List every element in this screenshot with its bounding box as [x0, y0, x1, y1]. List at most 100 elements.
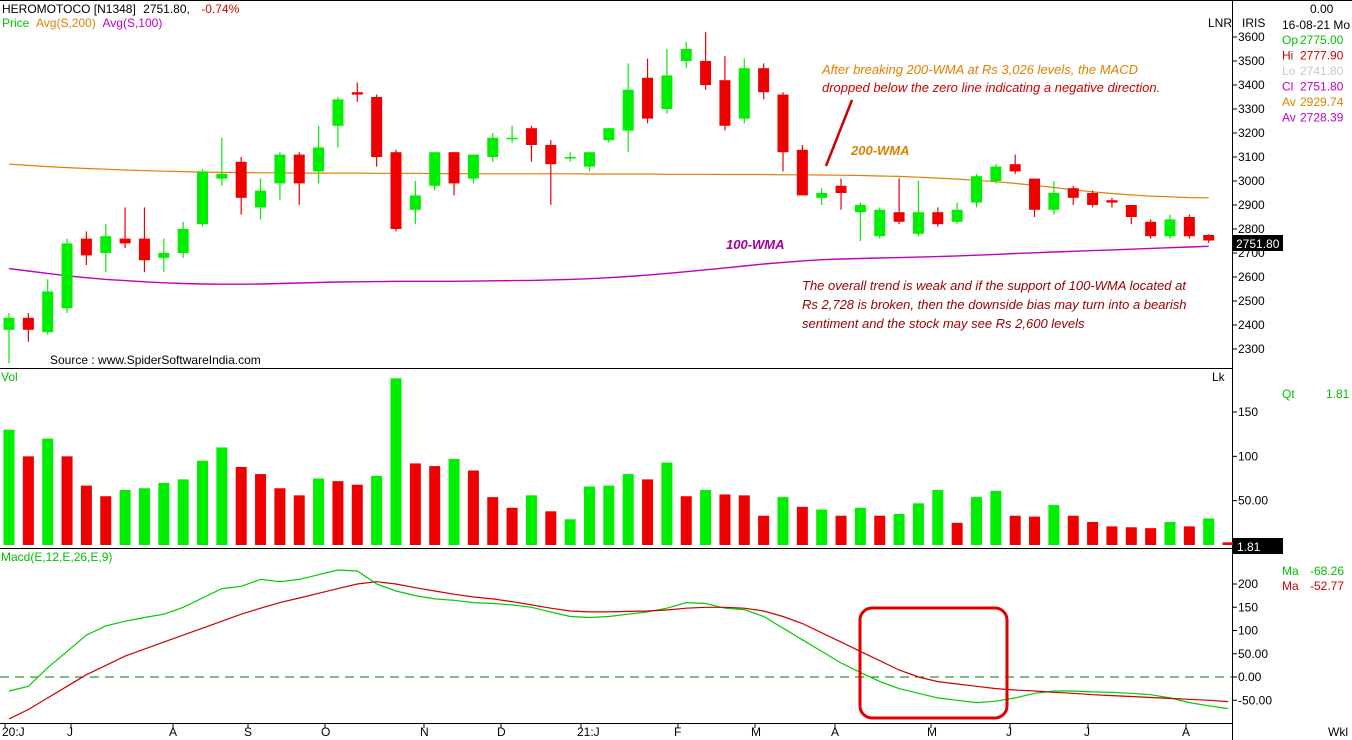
volume-bar — [274, 488, 286, 545]
candle-body — [738, 68, 750, 119]
ohlc-value: 2751.80 — [1300, 80, 1344, 94]
volume-bar — [42, 438, 54, 545]
candle-body — [3, 317, 15, 330]
candle-body — [603, 128, 615, 141]
volume-bar — [1164, 521, 1176, 545]
price-tick-label: 3300 — [1238, 102, 1265, 116]
price-tick-label: 2500 — [1238, 294, 1265, 308]
volume-bar — [545, 511, 557, 545]
ohlc-value: 2728.39 — [1300, 111, 1344, 125]
symbol-title: HEROMOTOCO [N1348] 2751.80, -0.74% — [2, 2, 240, 16]
volume-bar — [912, 503, 924, 545]
macd-tick-label: 100 — [1238, 624, 1258, 638]
price-tick-label: 2900 — [1238, 198, 1265, 212]
candle-body — [61, 243, 73, 309]
macd-tick-label: 150 — [1238, 600, 1258, 614]
volume-bar — [584, 486, 595, 545]
volume-bar — [429, 466, 441, 545]
volume-bar — [700, 490, 712, 545]
candle-body — [100, 236, 112, 253]
time-tick-label: S — [244, 725, 252, 739]
candle-body — [835, 185, 847, 193]
volume-bar — [1125, 527, 1137, 545]
volume-bar — [158, 482, 170, 545]
signal-ma-value: -52.77 — [1310, 579, 1344, 593]
macd-tick-label: -50.00 — [1238, 693, 1272, 707]
macd-tick-label: 200 — [1238, 577, 1258, 591]
price-axis: 3600350034003300320031003000290028002700… — [1232, 30, 1265, 356]
volume-bar — [1106, 526, 1118, 545]
candle-body — [351, 92, 363, 95]
candle-body — [177, 229, 189, 253]
macd-tick-label: 0.00 — [1238, 670, 1262, 684]
annotation-arrow — [824, 99, 854, 167]
candle-body — [680, 49, 692, 61]
candle-body — [1048, 193, 1060, 210]
candle-body — [197, 171, 208, 225]
macd-tick-label: 50.00 — [1238, 647, 1268, 661]
price-tick-label: 2400 — [1238, 318, 1265, 332]
candle-body — [545, 145, 557, 165]
time-tick-label: M — [927, 725, 937, 739]
candle-body — [700, 61, 712, 85]
macd-panel-label: Macd(E,12,E,26,E,9) — [1, 550, 112, 564]
candle-body — [293, 154, 305, 184]
candle-body — [429, 152, 441, 186]
volume-bar — [835, 515, 847, 545]
time-tick-label: M — [751, 725, 761, 739]
annotation-bottom-line3: sentiment and the stock may see Rs 2,600… — [802, 316, 1085, 331]
volume-bar — [680, 496, 692, 545]
wma200-line — [8, 163, 1209, 199]
candle-body — [1183, 217, 1195, 237]
volume-bar — [467, 470, 479, 545]
volume-bar — [525, 495, 537, 545]
volume-axis: 150 100 50.00 — [1232, 405, 1268, 508]
candle-body — [22, 317, 34, 330]
candle-body — [235, 161, 247, 198]
volume-bar — [1087, 521, 1099, 545]
candle-body — [584, 152, 595, 167]
candle-body — [1009, 164, 1021, 172]
ohlc-label: Av — [1282, 95, 1296, 109]
volume-bar — [22, 456, 34, 545]
volume-bar — [642, 479, 654, 545]
annotation-bottom-line1: The overall trend is weak and if the sup… — [802, 278, 1187, 293]
volume-bar — [255, 474, 267, 545]
candle-body — [1087, 193, 1099, 205]
volume-bar — [1222, 542, 1234, 545]
candle-body — [816, 193, 828, 198]
volume-bar — [61, 456, 73, 545]
time-axis: 20:J J A S O N D 21:J F M A M J J A — [2, 723, 1190, 739]
volume-bar — [816, 509, 828, 545]
signal-line — [8, 581, 1229, 720]
price-tick-label: 3200 — [1238, 126, 1265, 140]
vol-tick-label: 50.00 — [1238, 494, 1268, 508]
volume-bar — [1067, 515, 1079, 545]
volume-bar — [409, 463, 421, 545]
volume-bar — [854, 507, 866, 545]
candle-body — [409, 195, 421, 210]
time-tick-label: D — [497, 725, 506, 739]
candle-body — [80, 238, 92, 256]
volume-bar — [1048, 505, 1060, 545]
candle-body — [642, 77, 654, 119]
candle-body — [255, 190, 267, 208]
candles — [3, 32, 1215, 364]
volume-bar — [971, 497, 982, 545]
candle-body — [661, 75, 673, 109]
volume-bar — [564, 519, 576, 545]
volume-bar — [951, 522, 963, 545]
candle-body — [777, 94, 789, 153]
time-tick-label: J — [1006, 725, 1012, 739]
period-label: Wkl — [1328, 725, 1348, 739]
candle-body — [448, 152, 460, 184]
volume-bar — [758, 515, 770, 545]
macd-line — [8, 569, 1229, 710]
time-tick-label: 20:J — [2, 725, 25, 739]
price-tick-label: 3100 — [1238, 150, 1265, 164]
volume-bar — [622, 474, 634, 545]
volume-bar — [390, 378, 402, 545]
price-tick-label: 3000 — [1238, 174, 1265, 188]
ohlc-label: Lo — [1282, 64, 1296, 78]
